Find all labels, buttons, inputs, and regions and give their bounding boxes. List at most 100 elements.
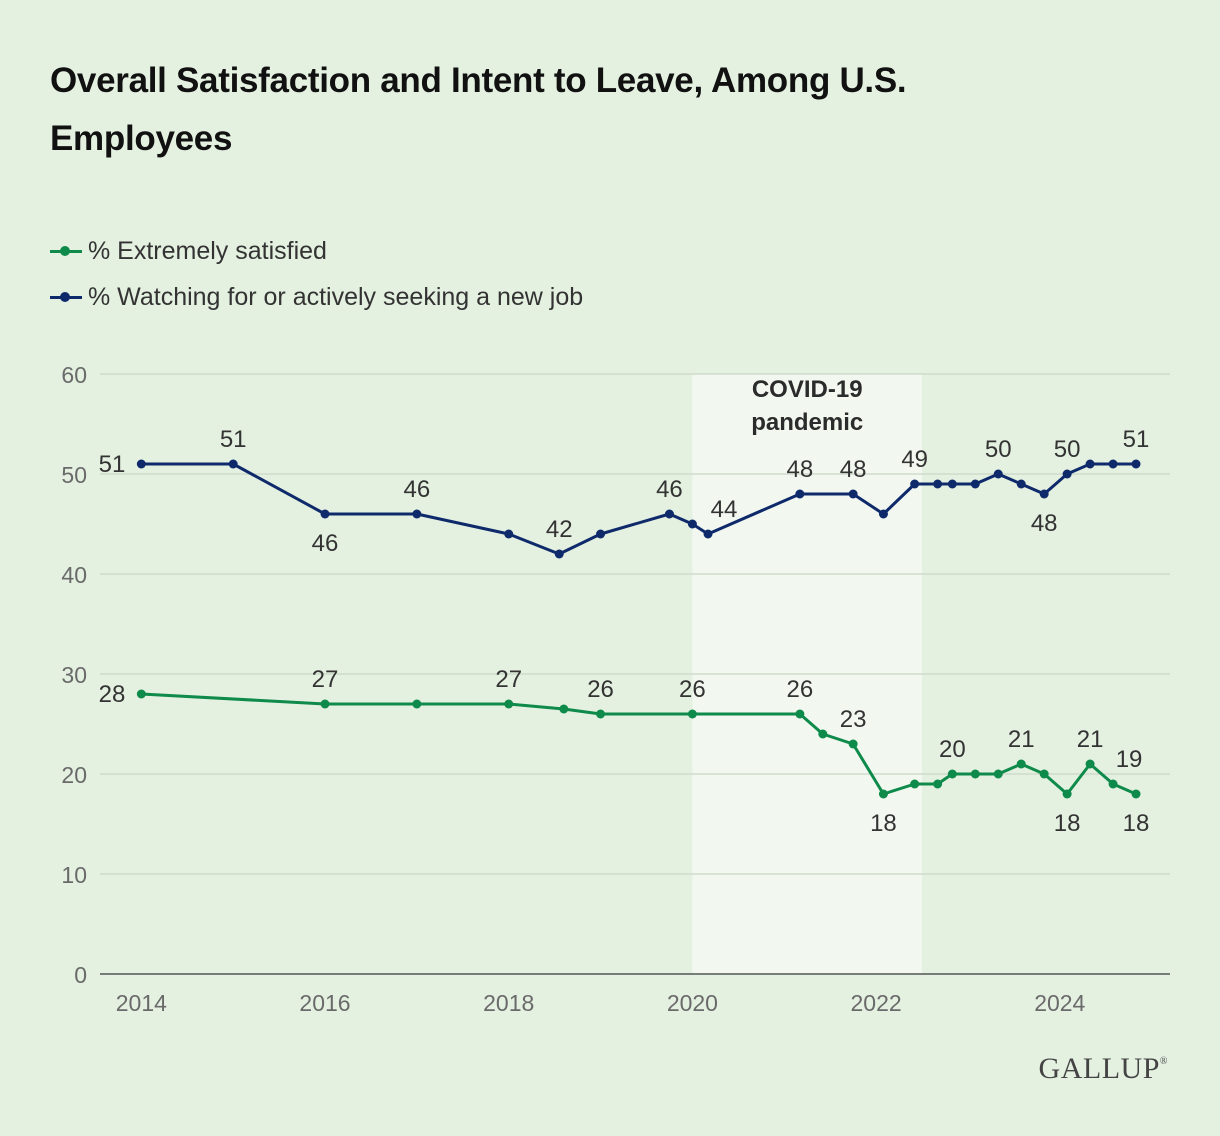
data-point: [795, 709, 805, 719]
data-point: [848, 739, 858, 749]
data-point: [1085, 459, 1095, 469]
data-point: [947, 479, 957, 489]
data-point: [878, 509, 888, 519]
data-label: 27: [312, 666, 339, 693]
data-point: [947, 769, 957, 779]
data-point: [993, 769, 1003, 779]
data-point: [228, 459, 238, 469]
data-label: 44: [711, 496, 738, 523]
data-point: [136, 459, 146, 469]
x-tick-label: 2024: [1034, 990, 1085, 1016]
data-label: 46: [404, 476, 431, 503]
data-point: [559, 704, 569, 714]
data-point: [1016, 759, 1026, 769]
data-point: [687, 709, 697, 719]
data-label: 51: [220, 426, 247, 453]
data-point: [703, 529, 713, 539]
data-point: [1108, 779, 1118, 789]
y-tick-label: 60: [61, 362, 87, 388]
data-label: 21: [1008, 726, 1035, 753]
data-label: 51: [99, 451, 126, 478]
series-line-satisfied: [141, 692, 1137, 796]
y-tick-label: 50: [61, 462, 87, 488]
data-label: 48: [787, 456, 814, 483]
x-tick-label: 2016: [299, 990, 350, 1016]
series-line-seeking: [141, 462, 1136, 556]
legend-item-seeking-new-job[interactable]: % Watching for or actively seeking a new…: [50, 274, 583, 320]
data-point: [412, 699, 422, 709]
covid-label-line: COVID-19: [752, 376, 863, 403]
x-tick-label: 2020: [667, 990, 718, 1016]
data-label: 42: [546, 516, 573, 543]
data-point: [1131, 789, 1141, 799]
y-tick-label: 20: [61, 762, 87, 788]
legend-swatch-seeking: [50, 290, 82, 304]
data-label: 28: [99, 681, 126, 708]
data-point: [136, 689, 146, 699]
data-point: [1085, 759, 1095, 769]
data-point: [933, 479, 943, 489]
data-label: 19: [1116, 746, 1143, 773]
data-label: 20: [939, 736, 966, 763]
data-point: [596, 529, 606, 539]
data-label: 18: [870, 810, 897, 837]
data-label: 27: [495, 666, 522, 693]
data-label: 23: [840, 706, 867, 733]
data-point: [1062, 789, 1072, 799]
legend-swatch-satisfied: [50, 244, 82, 258]
data-point: [1039, 489, 1049, 499]
data-label: 26: [587, 676, 614, 703]
y-tick-label: 30: [61, 662, 87, 688]
data-label: 21: [1077, 726, 1104, 753]
gallup-logo: GALLUP®: [1039, 1052, 1168, 1086]
data-label: 18: [1123, 810, 1150, 837]
data-label: 50: [1054, 436, 1081, 463]
registered-mark: ®: [1159, 1056, 1168, 1067]
data-point: [878, 789, 888, 799]
data-point: [554, 549, 564, 559]
data-point: [664, 509, 674, 519]
legend-item-extremely-satisfied[interactable]: % Extremely satisfied: [50, 228, 583, 274]
data-point: [504, 699, 514, 709]
y-tick-label: 40: [61, 562, 87, 588]
data-label: 48: [840, 456, 867, 483]
covid-label-line: pandemic: [751, 409, 863, 436]
data-point: [687, 519, 697, 529]
data-point: [1131, 459, 1141, 469]
data-point: [1062, 469, 1072, 479]
data-point: [795, 489, 805, 499]
data-point: [596, 709, 606, 719]
legend-label-seeking: % Watching for or actively seeking a new…: [88, 282, 584, 311]
data-point: [1039, 769, 1049, 779]
data-label: 46: [656, 476, 683, 503]
data-point: [320, 509, 330, 519]
data-point: [993, 469, 1003, 479]
data-point: [910, 779, 920, 789]
chart-title: Overall Satisfaction and Intent to Leave…: [50, 61, 907, 158]
data-label: 49: [901, 446, 928, 473]
y-tick-label: 0: [74, 962, 87, 988]
data-point: [818, 729, 828, 739]
data-point: [970, 769, 980, 779]
data-label: 51: [1123, 426, 1150, 453]
data-point: [504, 529, 514, 539]
x-tick-label: 2018: [483, 990, 534, 1016]
y-tick-label: 10: [61, 862, 87, 888]
x-tick-label: 2014: [116, 990, 167, 1016]
data-label: 48: [1031, 510, 1058, 537]
x-tick-label: 2022: [851, 990, 902, 1016]
data-label: 18: [1054, 810, 1081, 837]
legend: % Extremely satisfied % Watching for or …: [50, 228, 583, 320]
data-label: 26: [787, 676, 814, 703]
data-point: [848, 489, 858, 499]
data-label: 26: [679, 676, 706, 703]
data-point: [1108, 459, 1118, 469]
data-label: 50: [985, 436, 1012, 463]
data-point: [1016, 479, 1026, 489]
data-point: [970, 479, 980, 489]
data-point: [412, 509, 422, 519]
gallup-logo-text: GALLUP: [1038, 1052, 1160, 1085]
data-point: [320, 699, 330, 709]
data-point: [910, 479, 920, 489]
